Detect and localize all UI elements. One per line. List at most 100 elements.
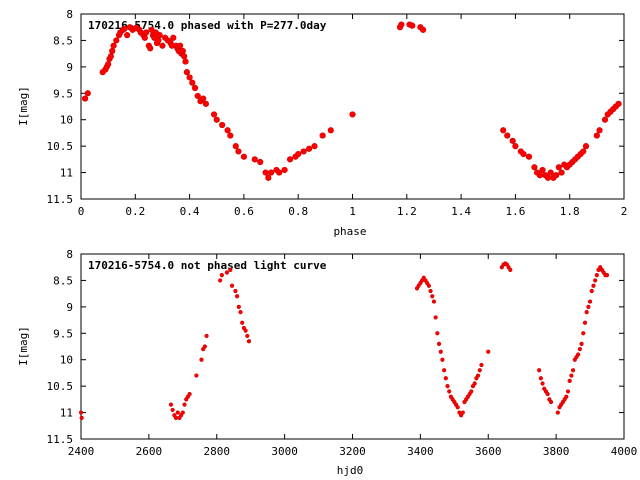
unphased-data-point bbox=[443, 376, 448, 381]
phased-data-point bbox=[183, 69, 190, 76]
phased-x-tick-label: 1.4 bbox=[451, 205, 471, 218]
unphased-data-point bbox=[508, 267, 513, 272]
phased-data-point bbox=[113, 37, 120, 44]
phased-data-point bbox=[615, 100, 622, 107]
phased-data-point bbox=[182, 58, 189, 65]
phased-data-point bbox=[512, 143, 519, 150]
phased-x-tick-label: 2 bbox=[621, 205, 628, 218]
phased-data-point bbox=[409, 22, 416, 29]
unphased-data-point bbox=[431, 299, 437, 304]
phased-data-point bbox=[555, 164, 562, 171]
phased-data-point bbox=[176, 42, 184, 49]
unphased-data-point bbox=[540, 381, 545, 386]
unphased-y-tick-label: 10 bbox=[60, 354, 73, 367]
unphased-data-point bbox=[584, 310, 589, 315]
phased-data-point bbox=[84, 90, 91, 97]
unphased-data-point bbox=[586, 304, 591, 309]
unphased-data-point bbox=[228, 267, 233, 272]
unphased-data-point bbox=[235, 294, 240, 299]
unphased-data-point bbox=[545, 391, 550, 397]
unphased-data-point bbox=[436, 341, 442, 346]
phased-x-tick-label: 1.6 bbox=[505, 205, 525, 218]
unphased-data-point bbox=[581, 331, 586, 336]
unphased-data-point bbox=[243, 328, 248, 333]
unphased-data-point bbox=[486, 349, 491, 354]
unphased-data-point bbox=[442, 368, 447, 373]
phased-data-point bbox=[251, 156, 258, 163]
phased-data-point bbox=[179, 47, 186, 55]
phased-x-tick-label: 1.8 bbox=[560, 205, 580, 218]
phased-data-point bbox=[509, 137, 516, 144]
unphased-data-point bbox=[555, 410, 560, 415]
phased-data-point bbox=[500, 127, 507, 134]
unphased-y-tick-label: 9.5 bbox=[53, 327, 73, 340]
phased-data-point bbox=[327, 127, 334, 134]
unphased-y-tick-label: 10.5 bbox=[47, 380, 74, 393]
unphased-x-tick-label: 2600 bbox=[136, 445, 163, 458]
unphased-data-point bbox=[202, 344, 207, 349]
unphased-data-point bbox=[79, 415, 84, 420]
phased-data-point bbox=[232, 143, 239, 150]
unphased-data-point bbox=[576, 352, 581, 357]
phased-data-point bbox=[265, 174, 272, 181]
phased-data-point bbox=[349, 111, 356, 118]
phased-y-tick-label: 10 bbox=[60, 114, 73, 127]
unphased-data-point bbox=[455, 405, 460, 410]
unphased-data-point bbox=[240, 320, 245, 325]
phased-data-point bbox=[276, 169, 283, 176]
unphased-data-point bbox=[233, 288, 238, 294]
unphased-data-point bbox=[433, 315, 438, 320]
phased-data-point bbox=[596, 127, 603, 134]
unphased-x-tick-label: 3000 bbox=[271, 445, 298, 458]
phased-light-curve-panel: 170216-5754.0 phased with P=277.0day pha… bbox=[17, 8, 627, 238]
unphased-data-point bbox=[173, 415, 179, 420]
phased-data-point bbox=[536, 172, 543, 179]
unphased-data-point bbox=[438, 349, 443, 354]
unphased-data-point bbox=[199, 357, 204, 362]
unphased-y-tick-label: 8 bbox=[66, 248, 73, 261]
unphased-data-point bbox=[426, 283, 431, 288]
phased-data-point bbox=[202, 100, 209, 107]
unphased-x-tick-label: 2400 bbox=[68, 445, 95, 458]
phased-x-tick-label: 1.2 bbox=[397, 205, 417, 218]
phased-data-point bbox=[504, 132, 511, 139]
unphased-data-point bbox=[187, 391, 192, 397]
phased-y-tick-label: 8 bbox=[66, 8, 73, 21]
unphased-data-point bbox=[548, 399, 554, 405]
unphased-data-point bbox=[204, 333, 209, 339]
phased-data-point bbox=[281, 166, 288, 174]
unphased-y-tick-label: 11 bbox=[60, 407, 73, 420]
unphased-data-point bbox=[194, 373, 199, 378]
phased-data-point bbox=[525, 153, 533, 160]
phased-data-point bbox=[593, 132, 600, 139]
phased-data-point bbox=[194, 92, 201, 100]
phased-data-point bbox=[544, 174, 552, 181]
phased-data-point bbox=[141, 34, 148, 41]
unphased-data-point bbox=[238, 310, 243, 315]
phased-data-point bbox=[295, 150, 302, 158]
phased-data-point bbox=[520, 150, 527, 158]
phased-data-point bbox=[124, 32, 131, 39]
unphased-data-point bbox=[593, 278, 598, 283]
unphased-data-point bbox=[175, 410, 180, 415]
unphased-data-point bbox=[591, 283, 596, 288]
unphased-data-point bbox=[440, 357, 445, 362]
unphased-x-tick-label: 3800 bbox=[543, 445, 570, 458]
unphased-data-point bbox=[168, 402, 174, 407]
unphased-light-curve-panel: 170216-5754.0 not phased light curve hjd… bbox=[17, 248, 637, 477]
phased-x-tick-label: 0.8 bbox=[288, 205, 308, 218]
phased-data-point bbox=[224, 127, 231, 134]
unphased-data-point bbox=[218, 278, 223, 283]
unphased-data-point bbox=[565, 389, 571, 394]
unphased-data-point bbox=[430, 294, 435, 299]
phased-data-point bbox=[539, 166, 546, 174]
phased-data-point bbox=[240, 153, 247, 160]
phased-data-point bbox=[81, 95, 89, 102]
unphased-data-point bbox=[577, 347, 582, 352]
unphased-x-tick-label: 3400 bbox=[407, 445, 434, 458]
phased-data-point bbox=[110, 42, 117, 49]
phased-y-axis-label: I[mag] bbox=[17, 86, 30, 126]
unphased-data-point bbox=[246, 339, 252, 344]
